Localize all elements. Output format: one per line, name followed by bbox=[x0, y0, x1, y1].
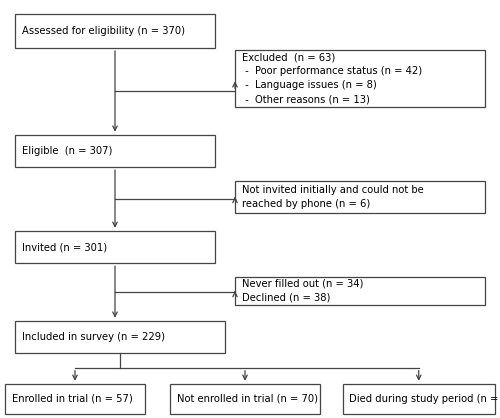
FancyBboxPatch shape bbox=[170, 384, 320, 414]
Text: Enrolled in trial (n = 57): Enrolled in trial (n = 57) bbox=[12, 394, 132, 404]
FancyBboxPatch shape bbox=[15, 14, 215, 48]
FancyBboxPatch shape bbox=[5, 384, 145, 414]
Text: Excluded  (n = 63)
 -  Poor performance status (n = 42)
 -  Language issues (n =: Excluded (n = 63) - Poor performance sta… bbox=[242, 52, 422, 104]
FancyBboxPatch shape bbox=[15, 231, 215, 263]
Text: Never filled out (n = 34)
Declined (n = 38): Never filled out (n = 34) Declined (n = … bbox=[242, 279, 363, 303]
Text: Assessed for eligibility (n = 370): Assessed for eligibility (n = 370) bbox=[22, 26, 184, 36]
Text: Invited (n = 301): Invited (n = 301) bbox=[22, 242, 106, 252]
FancyBboxPatch shape bbox=[235, 50, 485, 107]
Text: Died during study period (n = 102): Died during study period (n = 102) bbox=[349, 394, 500, 404]
FancyBboxPatch shape bbox=[342, 384, 495, 414]
Text: Eligible  (n = 307): Eligible (n = 307) bbox=[22, 146, 112, 156]
FancyBboxPatch shape bbox=[235, 181, 485, 213]
Text: Not enrolled in trial (n = 70): Not enrolled in trial (n = 70) bbox=[176, 394, 318, 404]
Text: Included in survey (n = 229): Included in survey (n = 229) bbox=[22, 332, 165, 342]
Text: Not invited initially and could not be
reached by phone (n = 6): Not invited initially and could not be r… bbox=[242, 185, 423, 209]
FancyBboxPatch shape bbox=[15, 135, 215, 167]
FancyBboxPatch shape bbox=[15, 321, 225, 353]
FancyBboxPatch shape bbox=[235, 277, 485, 305]
